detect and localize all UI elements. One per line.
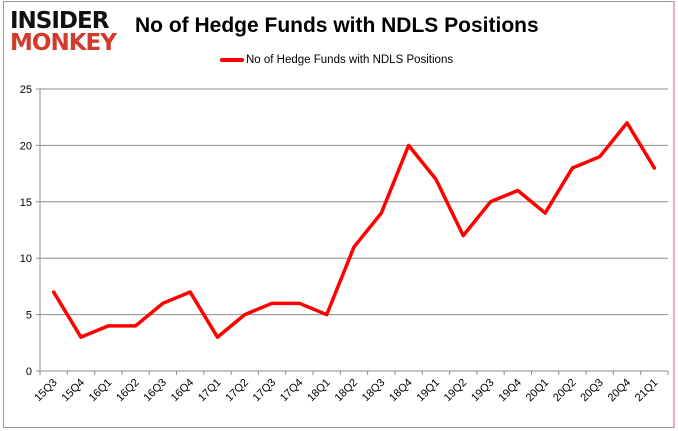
x-tick-label: 19Q2 bbox=[442, 377, 470, 405]
x-tick-label: 21Q1 bbox=[633, 377, 661, 405]
x-tick-label: 17Q3 bbox=[251, 377, 279, 405]
x-tick-label: 16Q2 bbox=[114, 377, 142, 405]
y-tick-label: 20 bbox=[20, 140, 32, 152]
y-tick-label: 5 bbox=[26, 310, 32, 322]
x-tick-label: 18Q4 bbox=[387, 377, 415, 405]
x-tick-label: 20Q4 bbox=[606, 377, 634, 405]
x-tick-label: 18Q2 bbox=[333, 377, 361, 405]
y-tick-label: 15 bbox=[20, 197, 32, 209]
x-tick-label: 16Q3 bbox=[141, 377, 169, 405]
logo-line2: MONKEY bbox=[10, 30, 117, 56]
chart-title: No of Hedge Funds with NDLS Positions bbox=[135, 14, 539, 37]
x-tick-label: 16Q4 bbox=[169, 377, 197, 405]
y-tick-label: 25 bbox=[20, 84, 32, 96]
x-tick-label: 20Q1 bbox=[524, 377, 552, 405]
legend: No of Hedge Funds with NDLS Positions bbox=[220, 54, 453, 66]
y-tick-label: 10 bbox=[20, 253, 32, 265]
x-tick-label: 18Q1 bbox=[305, 377, 333, 405]
x-tick-label: 15Q4 bbox=[60, 377, 88, 405]
x-tick-label: 18Q3 bbox=[360, 377, 388, 405]
x-tick-label: 17Q4 bbox=[278, 377, 306, 405]
series-line bbox=[51, 121, 657, 339]
logo-line1: INSIDER bbox=[10, 8, 109, 34]
x-tick-label: 17Q2 bbox=[223, 377, 251, 405]
x-tick-label: 19Q3 bbox=[469, 377, 497, 405]
x-tick-label: 15Q3 bbox=[32, 377, 60, 405]
x-tick-label: 19Q1 bbox=[415, 377, 443, 405]
x-tick-label: 20Q3 bbox=[578, 377, 606, 405]
x-tick-label: 16Q1 bbox=[87, 377, 115, 405]
x-tick-label: 19Q4 bbox=[496, 377, 524, 405]
chart-frame bbox=[3, 1, 675, 428]
x-tick-label: 17Q1 bbox=[196, 377, 224, 405]
insider-monkey-logo: INSIDER MONKEY bbox=[10, 8, 117, 56]
y-tick-label: 0 bbox=[26, 366, 32, 378]
legend-label: No of Hedge Funds with NDLS Positions bbox=[246, 54, 454, 66]
x-tick-label: 20Q2 bbox=[551, 377, 579, 405]
legend-swatch bbox=[220, 58, 244, 62]
